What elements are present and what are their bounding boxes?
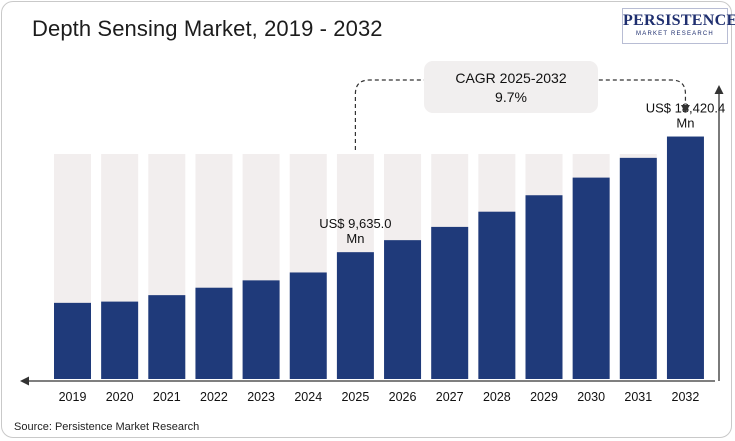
cagr-label: CAGR 2025-2032 xyxy=(455,70,567,86)
logo-subtext: MARKET RESEARCH xyxy=(636,31,714,37)
data-label-unit: Mn xyxy=(676,116,694,131)
x-tick-label: 2023 xyxy=(247,390,275,404)
brand-logo: PERSISTENCE MARKET RESEARCH xyxy=(622,8,735,44)
bar xyxy=(242,280,280,379)
bar xyxy=(336,252,374,379)
bar xyxy=(478,211,516,379)
bar xyxy=(619,157,657,379)
logo-wordmark: PERSISTENCE xyxy=(623,12,735,29)
bar xyxy=(101,301,139,379)
x-tick-label: 2026 xyxy=(389,390,417,404)
x-tick-label: 2031 xyxy=(624,390,652,404)
bar xyxy=(666,136,704,379)
x-tick-label: 2024 xyxy=(294,390,322,404)
bar xyxy=(195,287,233,379)
x-tick-label: 2020 xyxy=(106,390,134,404)
source-note: Source: Persistence Market Research xyxy=(14,421,200,433)
cagr-box xyxy=(424,61,598,113)
x-tick-label: 2027 xyxy=(436,390,464,404)
x-tick-label: 2022 xyxy=(200,390,228,404)
data-label-value: US$ 9,635.0 xyxy=(319,216,391,231)
x-tick-label: 2032 xyxy=(672,390,700,404)
data-label-unit: Mn xyxy=(346,231,364,246)
cagr-arrow-head xyxy=(680,105,690,113)
bar xyxy=(384,240,422,379)
x-tick-label: 2025 xyxy=(341,390,369,404)
x-tick-label: 2029 xyxy=(530,390,558,404)
cagr-value: 9.7% xyxy=(495,89,527,105)
bar xyxy=(54,302,91,379)
bar xyxy=(572,177,610,379)
x-axis-arrow xyxy=(20,376,29,386)
x-tick-label: 2019 xyxy=(59,390,87,404)
bar xyxy=(431,226,469,379)
x-tick-label: 2021 xyxy=(153,390,181,404)
y-axis-arrow xyxy=(714,85,724,94)
bar xyxy=(289,272,327,379)
chart-title: Depth Sensing Market, 2019 - 2032 xyxy=(32,16,383,41)
bar xyxy=(148,295,186,379)
x-tick-label: 2028 xyxy=(483,390,511,404)
x-tick-label: 2030 xyxy=(577,390,605,404)
bar xyxy=(525,195,563,379)
